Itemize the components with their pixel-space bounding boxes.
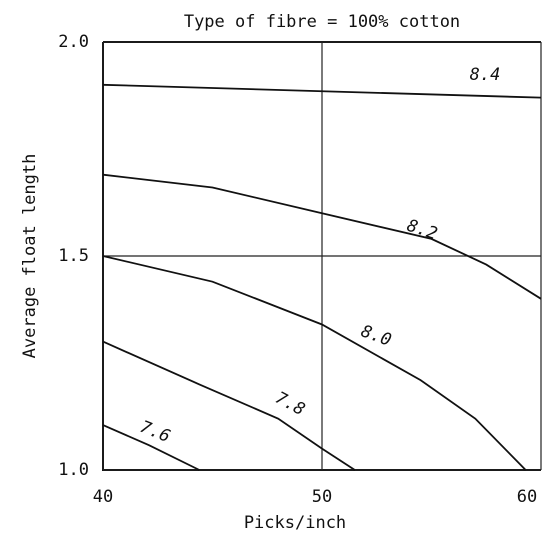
contour-label: 7.8 xyxy=(272,388,309,420)
contour-line xyxy=(102,255,527,471)
contour-label: 8.2 xyxy=(404,216,439,245)
x-tick-label: 50 xyxy=(312,487,332,507)
y-tick-label: 1.0 xyxy=(58,460,89,480)
x-tick-label: 40 xyxy=(93,487,113,507)
contour-line xyxy=(102,340,356,471)
contour-line xyxy=(102,83,542,99)
contour-label: 8.0 xyxy=(358,321,394,350)
chart-title: Type of fibre = 100% cotton xyxy=(184,12,460,32)
y-axis-label: Average float length xyxy=(20,154,40,359)
contour-line xyxy=(102,424,200,471)
contour-label: 8.4 xyxy=(470,65,501,85)
x-tick-label: 60 xyxy=(517,487,537,507)
y-tick-label: 2.0 xyxy=(58,32,89,52)
x-axis-label: Picks/inch xyxy=(244,513,346,533)
y-tick-label: 1.5 xyxy=(58,246,89,266)
contour-line xyxy=(102,173,542,300)
